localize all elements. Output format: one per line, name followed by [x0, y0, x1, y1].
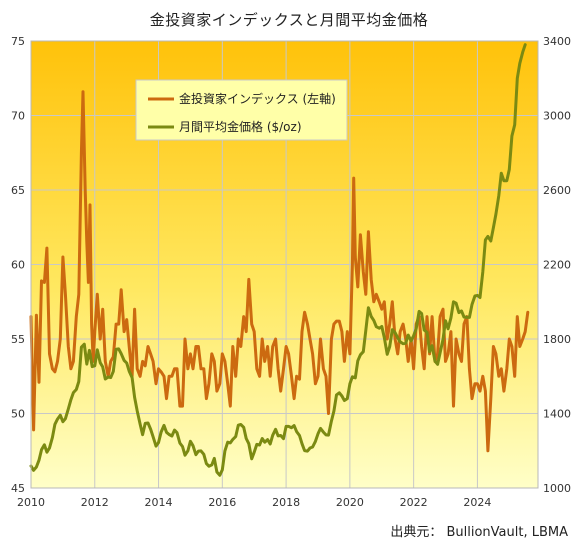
y-right-tick-label: 2600 [543, 184, 571, 197]
y-left-tick-label: 65 [11, 184, 25, 197]
legend-label-index: 金投資家インデックス (左軸) [179, 91, 336, 106]
y-right-tick-label: 1400 [543, 408, 571, 421]
x-tick-label: 2010 [17, 496, 45, 509]
y-right-tick-label: 1800 [543, 333, 571, 346]
series-lines [29, 43, 530, 477]
x-tick-label: 2016 [208, 496, 236, 509]
x-tick-label: 2022 [400, 496, 428, 509]
y-right-tick-label: 3000 [543, 110, 571, 123]
y-right-tick-label: 1000 [543, 482, 571, 495]
x-tick-label: 2018 [272, 496, 300, 509]
y-left-tick-label: 45 [11, 482, 25, 495]
series-line-gold-price [29, 43, 527, 477]
x-tick-label: 2012 [81, 496, 109, 509]
x-tick-label: 2024 [463, 496, 491, 509]
x-tick-label: 2014 [145, 496, 173, 509]
plot-border [30, 40, 539, 489]
y-right-tick-label: 2200 [543, 259, 571, 272]
legend-label-gold: 月間平均金価格 ($/oz) [179, 119, 302, 134]
y-left-tick-label: 60 [11, 259, 25, 272]
y-left-tick-label: 50 [11, 408, 25, 421]
y-left-tick-label: 75 [11, 35, 25, 48]
x-tick-label: 2020 [336, 496, 364, 509]
tick-labels: 2010 2012 2014 2016 2018 2020 2022 2024 45 50 55 60… [11, 35, 571, 509]
chart-title: 金投資家インデックスと月間平均金価格 [149, 11, 429, 29]
y-right-tick-label: 3400 [543, 35, 571, 48]
legend-box [135, 79, 348, 141]
y-left-tick-label: 55 [11, 333, 25, 346]
y-left-tick-label: 70 [11, 110, 25, 123]
source-note: 出典元： BullionVault, LBMA [390, 525, 568, 540]
legend: 金投資家インデックス (左軸) 月間平均金価格 ($/oz) [135, 79, 348, 141]
series-line-gold-investor-index [29, 90, 530, 453]
